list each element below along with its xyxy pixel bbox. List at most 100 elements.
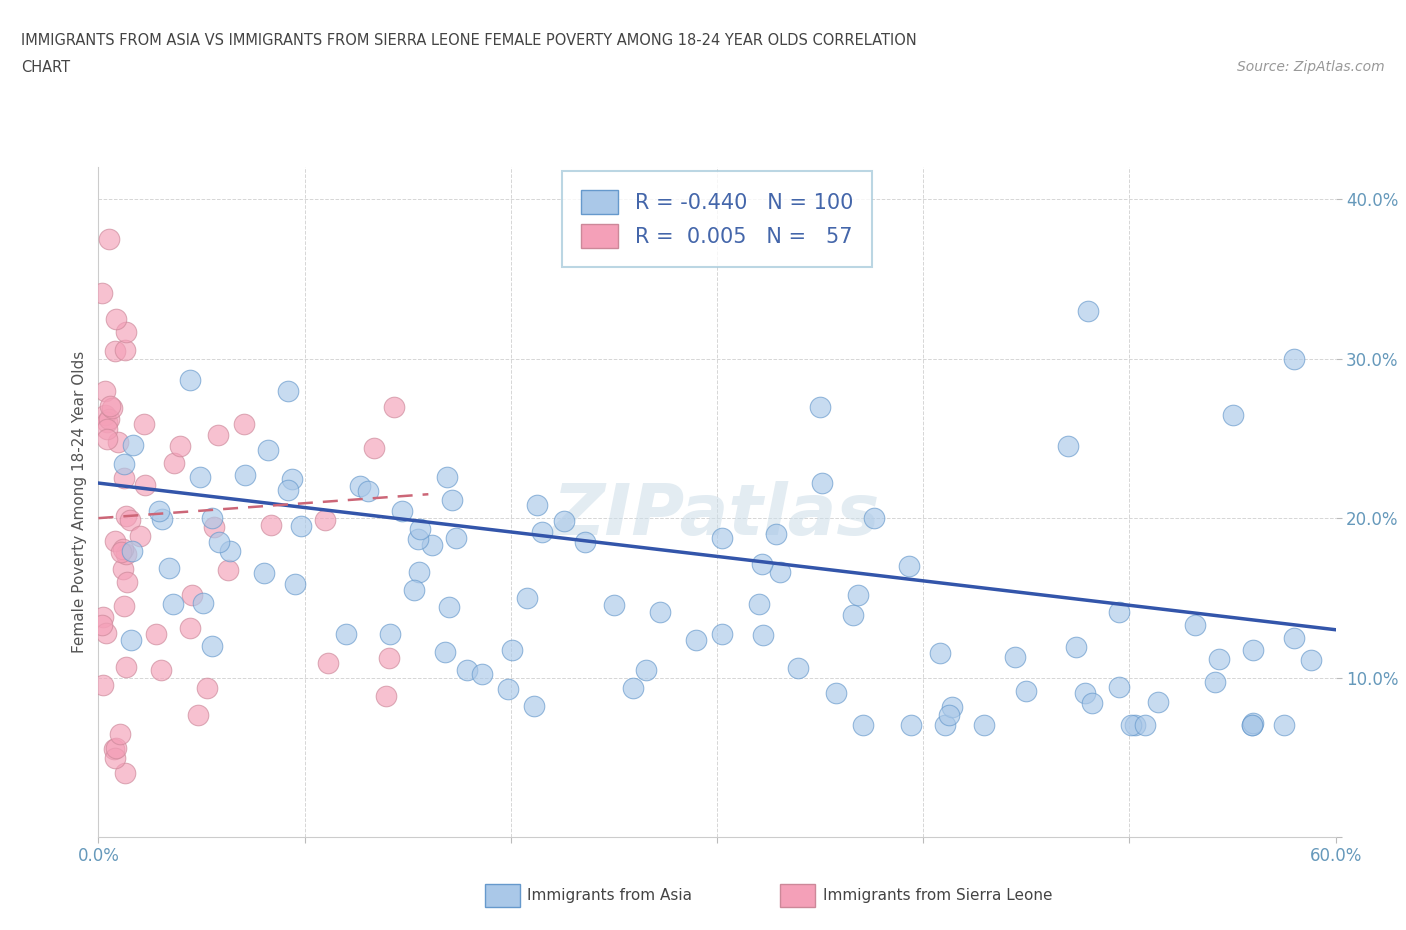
Point	[148, 503, 170, 518]
Point	[406, 532, 429, 547]
Point	[496, 682, 519, 697]
Point	[1119, 718, 1142, 733]
Point	[1222, 407, 1244, 422]
Point	[195, 681, 218, 696]
Point	[233, 417, 256, 432]
Point	[748, 597, 770, 612]
Text: Immigrants from Asia: Immigrants from Asia	[527, 888, 692, 903]
Point	[108, 726, 131, 741]
Point	[134, 477, 156, 492]
Point	[446, 531, 468, 546]
Point	[1299, 653, 1322, 668]
Point	[1204, 675, 1226, 690]
Point	[938, 708, 960, 723]
Point	[114, 343, 136, 358]
Point	[439, 600, 461, 615]
Point	[98, 398, 121, 413]
Point	[314, 512, 336, 527]
Point	[786, 661, 808, 676]
Point	[441, 493, 464, 508]
Point	[114, 765, 136, 780]
Point	[122, 438, 145, 453]
Point	[374, 688, 396, 703]
Point	[191, 595, 214, 610]
Point	[94, 626, 117, 641]
Point	[526, 498, 548, 512]
Point	[157, 561, 180, 576]
Point	[501, 643, 523, 658]
Point	[574, 534, 596, 549]
Point	[825, 685, 848, 700]
Point	[96, 422, 118, 437]
Point	[471, 667, 494, 682]
Point	[685, 632, 707, 647]
Point	[941, 699, 963, 714]
Text: IMMIGRANTS FROM ASIA VS IMMIGRANTS FROM SIERRA LEONE FEMALE POVERTY AMONG 18-24 : IMMIGRANTS FROM ASIA VS IMMIGRANTS FROM …	[21, 33, 917, 47]
Point	[104, 740, 127, 755]
Point	[128, 529, 150, 544]
Point	[391, 504, 413, 519]
Point	[433, 644, 456, 659]
Point	[842, 608, 865, 623]
Point	[187, 708, 209, 723]
Point	[145, 627, 167, 642]
Text: Source: ZipAtlas.com: Source: ZipAtlas.com	[1237, 60, 1385, 74]
Point	[179, 621, 201, 636]
Point	[349, 479, 371, 494]
Point	[179, 372, 201, 387]
Point	[516, 591, 538, 605]
Point	[219, 543, 242, 558]
Point	[1240, 718, 1263, 733]
Point	[765, 526, 787, 541]
Point	[1284, 352, 1306, 366]
Point	[1056, 439, 1078, 454]
Point	[357, 484, 380, 498]
Point	[363, 441, 385, 456]
Point	[132, 417, 155, 432]
Point	[201, 511, 224, 525]
Point	[1108, 680, 1130, 695]
Point	[1184, 618, 1206, 633]
Point	[973, 718, 995, 733]
Point	[897, 559, 920, 574]
Point	[180, 587, 202, 602]
Point	[201, 639, 224, 654]
Point	[934, 718, 956, 733]
Point	[523, 698, 546, 713]
Point	[93, 407, 115, 422]
Point	[98, 411, 121, 426]
Point	[96, 415, 118, 430]
Point	[863, 511, 886, 525]
Point	[114, 509, 136, 524]
Point	[112, 471, 135, 485]
Point	[117, 574, 139, 589]
Point	[169, 439, 191, 454]
Point	[96, 432, 118, 446]
Point	[101, 401, 124, 416]
Point	[402, 583, 425, 598]
Point	[1274, 718, 1296, 733]
Text: Immigrants from Sierra Leone: Immigrants from Sierra Leone	[823, 888, 1052, 903]
Point	[121, 544, 143, 559]
Point	[378, 626, 401, 641]
Point	[621, 681, 644, 696]
Point	[422, 538, 444, 552]
Point	[202, 519, 225, 534]
Point	[120, 512, 142, 527]
Text: CHART: CHART	[21, 60, 70, 75]
Point	[260, 518, 283, 533]
Point	[711, 626, 734, 641]
Point	[150, 662, 173, 677]
Point	[768, 565, 790, 579]
Point	[162, 597, 184, 612]
Point	[120, 632, 142, 647]
Point	[105, 312, 128, 326]
Point	[1208, 651, 1230, 666]
Point	[112, 542, 135, 557]
Point	[284, 576, 307, 591]
Point	[290, 518, 312, 533]
Point	[104, 534, 127, 549]
Point	[277, 383, 299, 398]
Point	[112, 599, 135, 614]
Point	[409, 522, 432, 537]
